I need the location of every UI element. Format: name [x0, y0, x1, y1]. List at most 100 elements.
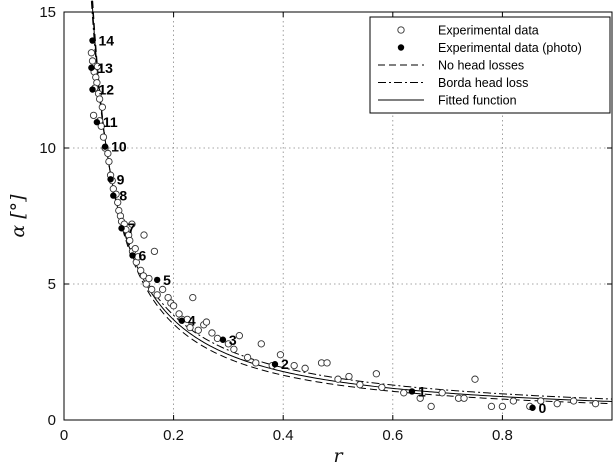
experimental-data-point: [323, 359, 331, 367]
experimental-data-point: [208, 329, 216, 337]
experimental-data-point: [224, 340, 233, 348]
x-axis-label: r: [333, 445, 344, 466]
experimental-data-point: [128, 220, 136, 228]
experimental-data-point: [257, 340, 265, 348]
axis-ticks: [63, 11, 612, 421]
legend-filled-circle-icon: [397, 44, 405, 51]
experimental-data-point: [87, 49, 96, 57]
experimental-data-point: [252, 359, 260, 367]
legend-entry-label: Experimental data (photo): [438, 41, 582, 55]
photo-data-point: [101, 143, 109, 150]
experimental-data-point: [345, 372, 353, 381]
photo-data-point: [89, 86, 96, 93]
photo-point-label: 4: [188, 313, 196, 329]
experimental-data-point: [378, 383, 386, 392]
photo-point-label: 10: [111, 139, 127, 155]
experimental-data-point: [97, 122, 105, 130]
photo-point-label: 7: [128, 220, 136, 236]
photo-data-point: [110, 192, 117, 199]
photo-point-label: 0: [539, 400, 547, 416]
photo-point-label: 5: [163, 272, 171, 288]
photo-point-label: 8: [119, 188, 127, 204]
photo-point-label: 12: [98, 82, 114, 98]
experimental-data-point: [591, 400, 600, 408]
legend-entry-label: Borda head loss: [438, 76, 528, 90]
y-tick-label: 0: [48, 412, 56, 429]
photo-data-point: [408, 388, 416, 395]
experimental-data-point: [290, 361, 298, 370]
experimental-data-point: [194, 326, 202, 334]
photo-data-point: [271, 361, 279, 368]
experimental-data-point: [169, 302, 178, 310]
photo-point-label: 3: [229, 332, 237, 348]
legend-box: [369, 16, 611, 114]
experimental-data-point: [276, 351, 285, 359]
experimental-data-point: [98, 103, 107, 111]
legend-entry-label: Fitted function: [438, 94, 517, 108]
experimental-data-point: [213, 334, 222, 343]
experimental-data-point: [498, 402, 507, 411]
x-tick-label: 0: [60, 427, 68, 444]
experimental-data-point: [537, 397, 545, 405]
experimental-data-point: [131, 244, 139, 253]
photo-point-label: 9: [117, 171, 125, 187]
experimental-data-point: [230, 345, 238, 353]
experimental-data-point: [372, 370, 381, 378]
photo-point-label: 1: [418, 383, 426, 399]
experimental-data-point: [95, 95, 104, 103]
experimental-data-point: [243, 353, 252, 362]
experimental-data-point: [509, 397, 518, 405]
experimental-data-point: [569, 397, 578, 405]
legend: Experimental data Experimental data (phot…: [369, 16, 611, 114]
x-tick-label: 0.6: [382, 427, 403, 444]
experimental-data-point: [88, 57, 97, 65]
experimental-data-point: [153, 291, 161, 299]
photo-data-point: [107, 176, 114, 183]
experimental-data-point: [148, 285, 156, 294]
no-head-losses-curve: [92, 0, 613, 405]
experimental-data-point: [400, 389, 408, 397]
photo-data-point: [153, 276, 161, 284]
experimental-data-point: [235, 332, 244, 340]
experimental-data-point: [189, 293, 197, 302]
experimental-data-point: [301, 364, 309, 372]
experimental-data-point: [427, 402, 435, 411]
photo-point-label: 2: [281, 356, 289, 372]
experimental-data-point: [104, 149, 112, 158]
experimental-data-point: [99, 133, 108, 141]
photo-data-point: [129, 252, 136, 259]
photo-point-label: 14: [98, 33, 114, 49]
experimental-data-point: [202, 318, 211, 326]
experimental-data-point: [186, 323, 194, 332]
experimental-data-point: [438, 389, 446, 397]
experimental-data-point: [150, 247, 159, 256]
experimental-data-point: [334, 375, 342, 383]
photo-data-point: [118, 225, 125, 232]
experimental-data-point: [114, 198, 122, 207]
photo-data-point: [88, 64, 95, 71]
x-tick-label: 0.2: [163, 427, 184, 444]
experimental-data-point: [105, 157, 113, 166]
photo-data-point: [89, 37, 96, 44]
y-tick-label: 15: [39, 4, 56, 21]
legend-entry-label: Experimental data: [438, 24, 539, 38]
photo-data-point: [529, 404, 536, 411]
experimental-data-point: [416, 394, 424, 402]
y-axis-label: α [°]: [7, 194, 29, 238]
x-tick-label: 0.8: [492, 427, 513, 444]
photo-data-point: [178, 317, 186, 324]
experimental-data-points: [87, 49, 600, 411]
experimental-data-point: [89, 111, 98, 120]
photo-point-label: 13: [97, 60, 113, 76]
experimental-data-point: [126, 236, 134, 245]
photo-data-point: [219, 336, 227, 343]
experimental-data-point: [487, 402, 496, 411]
experimental-data-point: [460, 394, 468, 402]
legend-open-circle-icon: [397, 26, 405, 34]
experimental-data-point: [356, 380, 364, 389]
plot-frame: [63, 11, 613, 421]
experimental-data-point: [145, 274, 153, 283]
